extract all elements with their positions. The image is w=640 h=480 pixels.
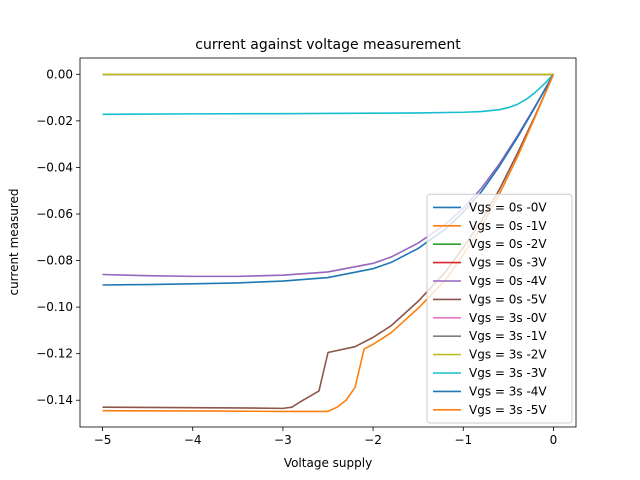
series-line-10 xyxy=(102,73,555,286)
legend-label: Vgs = 3s -5V xyxy=(469,403,547,417)
y-tick-label: −0.04 xyxy=(36,160,73,174)
chart-title: current against voltage measurement xyxy=(195,37,461,53)
y-axis-label: current measured xyxy=(7,188,21,295)
legend-label: Vgs = 3s -2V xyxy=(469,348,547,362)
y-tick-label: −0.06 xyxy=(36,207,73,221)
legend-label: Vgs = 0s -1V xyxy=(469,219,547,233)
y-tick-label: −0.12 xyxy=(36,347,73,361)
series-line-9 xyxy=(102,73,555,116)
legend-label: Vgs = 0s -4V xyxy=(469,274,547,288)
legend-box xyxy=(426,193,573,424)
series-line-5 xyxy=(102,73,555,410)
legend-label: Vgs = 0s -0V xyxy=(469,200,547,214)
y-tick-label: 0.00 xyxy=(46,67,73,81)
legend-label: Vgs = 3s -4V xyxy=(469,384,547,398)
x-tick-label: −3 xyxy=(274,433,292,447)
x-axis-label: Voltage supply xyxy=(284,456,372,470)
legend-label: Vgs = 0s -5V xyxy=(469,292,547,306)
x-tick-label: 0 xyxy=(550,433,558,447)
y-tick-label: −0.14 xyxy=(36,393,73,407)
legend-label: Vgs = 3s -1V xyxy=(469,329,547,343)
x-tick-label: −5 xyxy=(94,433,112,447)
legend: Vgs = 0s -0V Vgs = 0s -1V Vgs = 0s -2V Vgs … xyxy=(426,193,573,424)
legend-label: Vgs = 0s -2V xyxy=(469,237,547,251)
x-tick-label: −1 xyxy=(454,433,472,447)
y-tick-label: −0.02 xyxy=(36,114,73,128)
y-tick-label: −0.08 xyxy=(36,254,73,268)
legend-label: Vgs = 3s -0V xyxy=(469,311,547,325)
plot-frame xyxy=(79,57,577,428)
axes-layer: −5 −4 −3 −2 −1 0 0.00 −0.02 −0.04 −0.06 −0.08 −0.10… xyxy=(36,57,577,447)
series-layer xyxy=(102,73,555,413)
y-tick-label: −0.10 xyxy=(36,300,73,314)
legend-label: Vgs = 3s -3V xyxy=(469,366,547,380)
x-tick-label: −4 xyxy=(184,433,202,447)
series-line-4 xyxy=(102,73,555,278)
x-tick-label: −2 xyxy=(364,433,382,447)
legend-label: Vgs = 0s -3V xyxy=(469,256,547,270)
